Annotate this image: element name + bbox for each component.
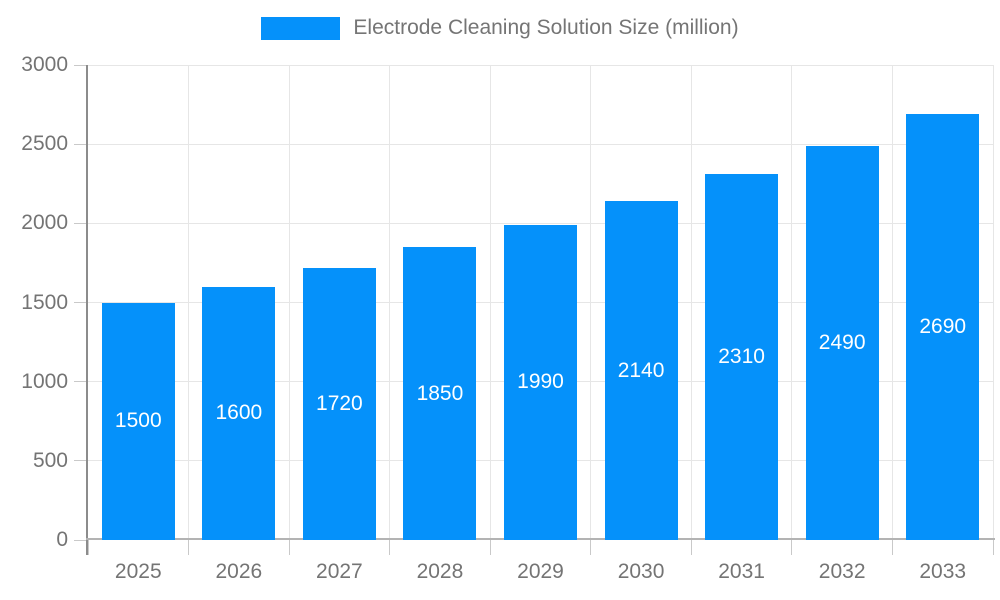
- gridline-vertical: [188, 65, 190, 540]
- x-axis-label: 2027: [316, 560, 363, 583]
- y-axis-tick: [74, 302, 87, 303]
- x-axis-label: 2033: [919, 560, 967, 583]
- bar-value-label: 2490: [818, 330, 866, 354]
- bar-value-label: 1850: [416, 381, 464, 405]
- gridline-vertical: [590, 65, 592, 540]
- x-axis-label: 2026: [215, 560, 263, 583]
- x-axis-tick: [288, 540, 290, 555]
- x-axis-tick: [992, 540, 994, 555]
- x-axis-tick: [690, 540, 692, 555]
- bar-value-label: 2310: [718, 345, 765, 369]
- y-axis-label: 500: [32, 448, 68, 472]
- x-axis-tick: [590, 540, 592, 555]
- y-axis-tick: [74, 64, 87, 66]
- legend: Electrode Cleaning Solution Size (millio…: [0, 16, 1000, 40]
- gridline-vertical: [389, 65, 391, 540]
- x-axis-tick: [891, 540, 893, 555]
- bar[interactable]: 1720: [302, 267, 376, 540]
- bar-value-label: 2690: [919, 315, 967, 339]
- x-axis-tick: [791, 540, 793, 555]
- y-axis-label: 0: [56, 528, 68, 551]
- y-axis-label: 2500: [21, 132, 68, 156]
- x-axis-label: 2030: [617, 560, 665, 583]
- legend-item[interactable]: Electrode Cleaning Solution Size (millio…: [261, 16, 739, 40]
- legend-swatch-icon: [261, 16, 341, 40]
- bar-value-label: 1990: [517, 370, 564, 394]
- legend-label: Electrode Cleaning Solution Size (millio…: [353, 16, 739, 39]
- x-axis-label: 2025: [114, 560, 162, 583]
- y-axis-tick: [74, 143, 87, 145]
- gridline-vertical: [489, 65, 491, 540]
- bar[interactable]: 1500: [101, 302, 175, 540]
- bar-value-label: 1600: [215, 401, 263, 425]
- y-axis-tick: [74, 381, 87, 383]
- bar[interactable]: 2140: [604, 201, 678, 540]
- gridline-vertical: [791, 65, 793, 540]
- gridline-vertical: [891, 65, 893, 540]
- bar-value-label: 1720: [316, 391, 363, 415]
- bar[interactable]: 2490: [805, 145, 879, 540]
- gridline-vertical: [992, 65, 994, 540]
- gridline-vertical: [288, 65, 290, 540]
- bar[interactable]: 1850: [403, 247, 477, 540]
- gridline-horizontal: [88, 143, 993, 145]
- y-axis-label: 1500: [21, 290, 68, 314]
- bar[interactable]: 2310: [705, 174, 779, 540]
- bar-value-label: 1500: [114, 409, 162, 433]
- x-axis-tick: [489, 540, 491, 555]
- x-axis-label: 2032: [818, 560, 866, 583]
- y-axis-tick: [74, 460, 87, 462]
- bar[interactable]: 2690: [906, 114, 980, 540]
- plot-area: 0 500 1000 1500 2000 2500 3000 1500 1600 1720 1850…: [21, 53, 995, 583]
- y-axis-label: 2000: [21, 211, 68, 235]
- gridline-vertical: [690, 65, 692, 540]
- y-axis-tick: [74, 539, 87, 541]
- bar[interactable]: 1600: [202, 286, 276, 540]
- bar-value-label: 2140: [617, 358, 665, 382]
- bar[interactable]: 1990: [504, 224, 577, 540]
- x-axis-tick: [389, 540, 391, 555]
- y-axis-tick: [74, 222, 87, 224]
- y-axis-label: 1000: [21, 369, 68, 393]
- y-axis-label: 3000: [21, 53, 68, 76]
- x-axis-label: 2031: [718, 560, 765, 583]
- x-axis-tick: [188, 540, 190, 555]
- x-axis-label: 2029: [517, 560, 564, 583]
- gridline-horizontal: [88, 222, 993, 224]
- y-axis-line: [86, 65, 88, 555]
- gridline-horizontal: [88, 64, 993, 66]
- x-axis-tick: [87, 540, 89, 555]
- x-axis-label: 2028: [416, 560, 464, 583]
